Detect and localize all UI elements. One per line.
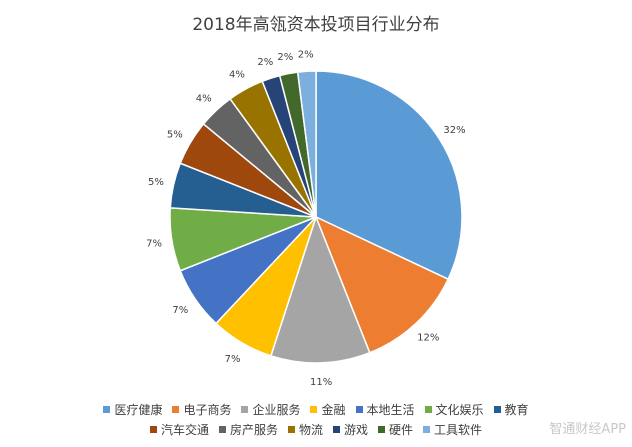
pie-slice [314,215,450,354]
legend-swatch [310,406,318,413]
legend-swatch [355,406,363,413]
legend-label: 游戏 [344,423,369,437]
pie-data-label: 12% [417,333,439,344]
pie-data-label: 7% [146,239,162,250]
pie-slice [296,70,317,218]
chart-title: 2018年高瓴资本投项目行业分布 [192,15,440,35]
pie-data-label: 2% [277,52,293,63]
legend-swatch [378,426,386,433]
legend-swatch [424,406,432,413]
pie-data-label: 2% [257,57,273,68]
pie-data-label: 5% [148,177,164,188]
pie-data-label: 5% [167,130,183,141]
legend-label: 工具软件 [434,423,483,437]
legend-item: 本地生活 [355,401,415,418]
pie-data-label: 32% [443,125,465,136]
watermark: 智通财经APP [549,422,626,437]
legend-swatch [423,426,431,433]
pie-data-label: 7% [172,305,188,316]
legend-label: 金融 [321,403,346,417]
pie-data-label: 2% [298,49,314,60]
legend-label: 文化娱乐 [435,403,484,417]
legend-label: 汽车交通 [160,423,209,437]
pie-data-labels: 32% 12% 11% 7% 7% 7% 5% 5% 4% 4% 2% 2% 2% [146,49,466,388]
pie-slices [169,70,463,364]
legend-swatch [493,406,501,413]
legend-row-1: 医疗健康 电子商务 企业服务 金融 本地生活 文化娱乐 教育 [0,401,632,418]
pie-slice [315,70,463,281]
legend-label: 医疗健康 [114,403,163,417]
pie-data-label: 4% [196,93,212,104]
pie-data-label: 11% [310,377,332,388]
legend-row-2: 汽车交通 房产服务 物流 游戏 硬件 工具软件 [0,421,632,438]
legend-swatch [241,406,249,413]
legend-item: 文化娱乐 [424,401,484,418]
legend-swatch [172,406,180,413]
legend-swatch [103,406,111,413]
legend-swatch [218,426,226,433]
legend-item: 工具软件 [423,421,482,438]
legend-item: 金融 [310,401,346,418]
legend-label: 本地生活 [366,403,415,417]
pie-data-label: 7% [225,354,241,365]
legend-item: 硬件 [378,421,413,438]
pie-slice [269,214,371,364]
legend-item: 物流 [287,421,323,438]
legend-label: 企业服务 [252,403,301,417]
legend-label: 硬件 [389,423,414,437]
legend-item: 电子商务 [172,401,231,418]
pie-data-label: 4% [229,69,245,80]
legend-swatch [287,426,295,433]
legend-item: 房产服务 [218,421,278,438]
legend-item: 游戏 [333,421,368,438]
legend-label: 物流 [298,423,323,437]
legend-item: 教育 [493,401,529,418]
legend-label: 电子商务 [183,403,232,417]
legend-swatch [333,426,340,433]
legend-swatch [149,426,157,433]
legend-label: 教育 [504,403,529,417]
legend-item: 汽车交通 [149,421,209,438]
legend-label: 房产服务 [229,423,278,437]
legend-item: 医疗健康 [103,401,162,418]
legend-item: 企业服务 [241,401,300,418]
